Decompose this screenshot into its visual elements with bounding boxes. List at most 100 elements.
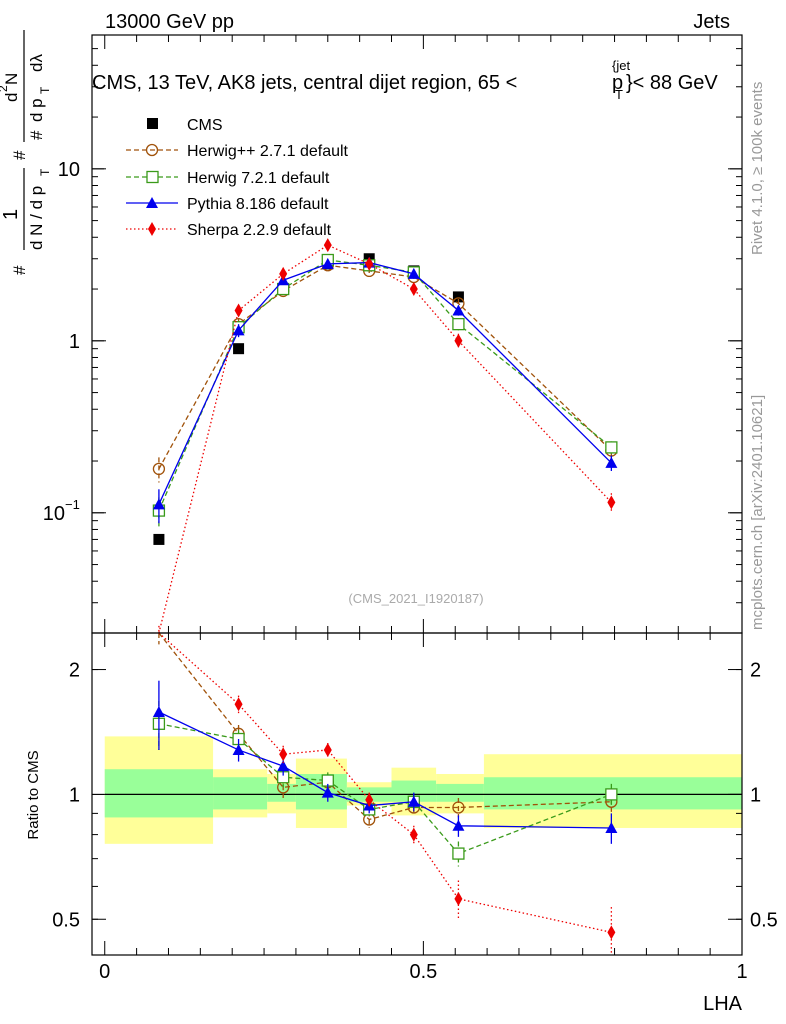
main-point-cms-1: [233, 343, 245, 355]
main-line-pythia: [158, 261, 612, 505]
main-point-pythia-3: [321, 257, 334, 269]
legend-label-pythia: Pythia 8.186 default: [187, 196, 329, 213]
ratio-point-pythia-7: [605, 821, 618, 833]
ratio-line-herwigpp: [158, 632, 612, 821]
ratio-line-sherpa: [158, 632, 612, 933]
ylabel-dn: d N / d p: [27, 186, 46, 250]
plot-title: CMS, 13 TeV, AK8 jets, central dijet reg…: [92, 58, 718, 102]
ratio-panel-bands: [104, 736, 742, 844]
title-main: CMS, 13 TeV, AK8 jets, central dijet reg…: [92, 72, 517, 94]
title-sub: T: [615, 87, 623, 102]
legend-marker-herwigpp: [145, 143, 159, 157]
main-point-sherpa-3: [323, 238, 332, 253]
ratio-point-pythia-1: [232, 743, 245, 755]
ratio-line-herwig7: [158, 723, 612, 855]
legend-label-sherpa: Sherpa 2.2.9 default: [187, 222, 332, 239]
main-ytick-label-exp: −1: [65, 497, 80, 512]
main-point-sherpa-4: [365, 256, 374, 271]
legend-entry-sherpa: Sherpa 2.2.9 default: [126, 222, 332, 239]
jets-label: Jets: [693, 11, 730, 33]
ratio-point-pythia-0: [152, 706, 165, 718]
title-end: }< 88 GeV: [626, 72, 718, 94]
main-ytick-label: 10: [58, 159, 80, 181]
legend-marker-pythia: [146, 197, 158, 208]
legend-marker-cms: [147, 118, 158, 129]
ratio-ytick-label: 1: [69, 784, 80, 806]
ratio-point-pythia-2: [277, 760, 290, 772]
energy-label: 13000 GeV pp: [105, 11, 234, 33]
ylabel-t2: T: [38, 86, 52, 94]
ratio-band-inner: [213, 777, 268, 810]
ratio-panel-axes: 0.5 0.5 1 1 2 2 0 0.5 1: [52, 632, 778, 983]
main-point-cms-6: [452, 291, 464, 303]
ylabel-hash-left: #: [10, 265, 29, 275]
legend-entry-pythia: Pythia 8.186 default: [126, 196, 329, 213]
ratio-point-sherpa-4: [365, 792, 374, 807]
ratio-band-inner: [436, 783, 484, 802]
main-ytick-label: 1: [69, 331, 80, 353]
ratio-ytick-label-right: 1: [750, 784, 761, 806]
legend-entry-herwig7: Herwig 7.2.1 default: [126, 170, 330, 187]
main-point-pythia-0: [152, 498, 165, 510]
ratio-point-sherpa-2: [279, 747, 288, 762]
ratio-xtick-label: 1: [736, 961, 747, 983]
main-point-herwig7-6: [452, 317, 465, 331]
ylabel-hash-right: #: [27, 130, 46, 140]
ratio-point-sherpa-6: [454, 891, 463, 906]
legend-marker-herwig7: [146, 170, 159, 184]
rivet-label: Rivet 4.1.0, ≥ 100k events: [749, 82, 766, 255]
ylabel-dlambda: dλ: [27, 54, 46, 72]
ratio-point-sherpa-5: [409, 827, 418, 842]
legend-entry-herwigpp: Herwig++ 2.7.1 default: [126, 143, 349, 160]
ylabel-hash-mid: #: [10, 150, 29, 160]
main-point-pythia-1: [232, 324, 245, 336]
legend: CMS Herwig++ 2.7.1 default Herwig 7.2.1 …: [126, 117, 349, 239]
ratio-band-inner: [391, 780, 437, 802]
ratio-xtick-label: 0: [99, 961, 110, 983]
ylabel-one: 1: [0, 209, 22, 220]
analysis-watermark: (CMS_2021_I1920187): [348, 591, 483, 606]
main-ytick-label: 10: [43, 503, 65, 525]
ratio-point-sherpa-1: [234, 697, 243, 712]
main-point-sherpa-2: [279, 266, 288, 281]
ratio-panel-data: [152, 632, 618, 955]
main-panel-data: [152, 238, 618, 634]
ratio-point-herwigpp-6: [452, 801, 465, 814]
ratio-xtick-label: 0.5: [409, 961, 437, 983]
legend-label-herwigpp: Herwig++ 2.7.1 default: [187, 143, 349, 160]
main-line-herwigpp: [158, 264, 612, 470]
main-point-sherpa-7: [607, 495, 616, 510]
ratio-ytick-label: 0.5: [52, 909, 80, 931]
ratio-ytick-label-right: 0.5: [750, 909, 778, 931]
main-point-pythia-6: [452, 304, 465, 316]
ylabel-t1: T: [38, 168, 52, 176]
ratio-point-pythia-3: [321, 786, 334, 798]
ratio-ytick-label-right: 2: [750, 660, 761, 682]
ylabel-d2n-n: N: [2, 73, 21, 85]
legend-marker-sherpa: [148, 222, 156, 236]
main-point-sherpa-5: [409, 282, 418, 297]
ratio-y-axis-label: Ratio to CMS: [25, 750, 42, 839]
title-p: p: [612, 72, 623, 94]
ratio-point-pythia-5: [407, 795, 420, 807]
ratio-point-herwig7-6: [452, 847, 465, 860]
y-axis-label-main: # 1 d N / d p T # d 2 N # d p T dλ: [0, 30, 52, 275]
ratio-point-sherpa-3: [323, 742, 332, 757]
legend-entry-cms: CMS: [147, 117, 223, 134]
ratio-ytick-label: 2: [69, 660, 80, 682]
main-point-pythia-7: [605, 456, 618, 468]
legend-label-herwig7: Herwig 7.2.1 default: [187, 170, 330, 187]
ratio-point-herwig7-7: [605, 788, 618, 801]
ratio-line-pythia: [158, 711, 612, 829]
ylabel-d2n-d: d: [2, 93, 21, 102]
title-sup: {jet: [612, 58, 630, 73]
mcplots-label: mcplots.cern.ch [arXiv:2401.10621]: [749, 395, 766, 630]
main-point-sherpa-1: [234, 303, 243, 318]
main-point-herwig7-7: [605, 441, 618, 454]
main-point-cms-0: [153, 533, 165, 545]
ylabel-dpt: d p: [27, 98, 46, 122]
ratio-point-pythia-6: [452, 819, 465, 831]
main-point-pythia-5: [407, 267, 420, 279]
